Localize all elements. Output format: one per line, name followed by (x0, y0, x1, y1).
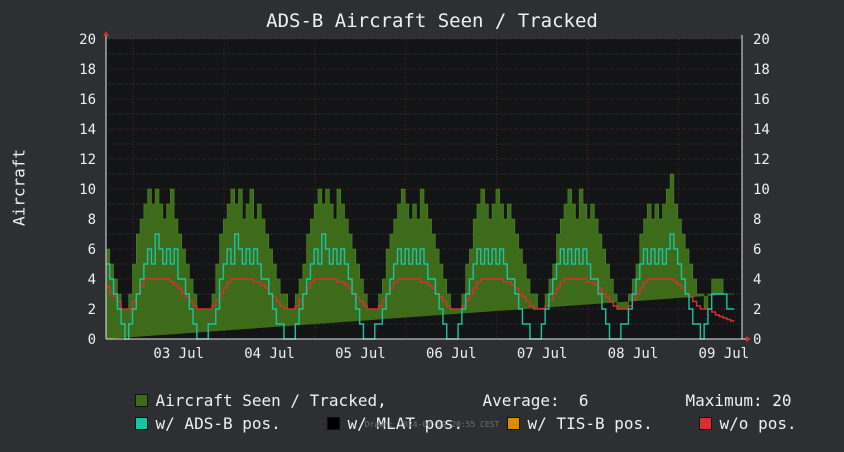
y-tick-left-18: 18 (79, 62, 96, 78)
legend-label-tisb: w/ TIS-B pos. (527, 414, 653, 433)
y-tick-left-4: 4 (88, 272, 96, 288)
y-tick-right-12: 12 (753, 152, 770, 168)
legend-tisb: w/ TIS-B pos. (468, 395, 653, 452)
legend-maximum: Maximum: 20 (647, 372, 792, 429)
legend-swatch-tisb (506, 417, 520, 430)
y-tick-right-20: 20 (753, 32, 770, 48)
y-tick-right-4: 4 (753, 272, 761, 288)
legend-swatch-mlat (326, 417, 340, 430)
y-tick-right-6: 6 (753, 242, 761, 258)
maximum-label: Maximum: (685, 391, 763, 410)
legend-label-adsb: w/ ADS-B pos. (155, 414, 281, 433)
y-ticks-right: 0 2 4 6 8 10 12 14 16 18 20 (753, 32, 770, 348)
legend-label-nopos: w/o pos. (719, 414, 797, 433)
series-lines (106, 233, 735, 340)
legend-mlat: w/ MLAT pos. (288, 395, 463, 452)
y-tick-left-20: 20 (79, 32, 96, 48)
y-tick-right-14: 14 (753, 122, 770, 138)
legend-adsb: w/ ADS-B pos. (96, 395, 281, 452)
y-tick-left-8: 8 (88, 212, 96, 228)
line-w-ads-b-pos- (106, 233, 735, 340)
y-tick-right-8: 8 (753, 212, 761, 228)
legend-swatch-nopos (698, 417, 712, 430)
x-tick-09-jul: 09 Jul (699, 346, 750, 362)
y-tick-right-10: 10 (753, 182, 770, 198)
y-tick-left-6: 6 (88, 242, 96, 258)
x-ticks: 03 Jul 04 Jul 05 Jul 06 Jul 07 Jul 08 Jul 09 J… (153, 346, 749, 362)
axes (103, 31, 751, 342)
y-tick-left-16: 16 (79, 92, 96, 108)
y-tick-left-14: 14 (79, 122, 96, 138)
maximum-value: 20 (772, 391, 792, 410)
x-tick-08-jul: 08 Jul (608, 346, 659, 362)
y-tick-left-10: 10 (79, 182, 96, 198)
chart-root: ADS-B Aircraft Seen / Tracked Aircraft 0… (10, 10, 797, 433)
average-value: 6 (578, 391, 589, 410)
average-label: Average: (482, 391, 560, 410)
y-tick-left-0: 0 (88, 332, 96, 348)
x-tick-07-jul: 07 Jul (517, 346, 568, 362)
legend-average: Average: 6 (444, 372, 589, 429)
x-tick-06-jul: 06 Jul (426, 346, 477, 362)
chart-title: ADS-B Aircraft Seen / Tracked (266, 10, 598, 32)
legend-label-mlat: w/ MLAT pos. (347, 414, 464, 433)
x-tick-04-jul: 04 Jul (244, 346, 295, 362)
y-tick-left-2: 2 (88, 302, 96, 318)
drawn-timestamp: Drawn: 2024-07-09 20:55 CEST (364, 420, 500, 429)
y-tick-left-12: 12 (79, 152, 96, 168)
legend-swatch-seen (134, 394, 148, 407)
y-tick-right-18: 18 (753, 62, 770, 78)
y-tick-right-16: 16 (753, 92, 770, 108)
x-tick-05-jul: 05 Jul (335, 346, 386, 362)
legend-label-seen: Aircraft Seen / Tracked, (155, 391, 387, 410)
legend-nopos: w/o pos. (660, 395, 797, 452)
legend-row-1: Aircraft Seen / Tracked, (96, 372, 387, 429)
y-ticks-left: 0 2 4 6 8 10 12 14 16 18 20 (79, 32, 96, 348)
y-axis-arrow (103, 31, 109, 36)
legend-swatch-adsb (134, 417, 148, 430)
y-tick-right-0: 0 (753, 332, 761, 348)
x-tick-03-jul: 03 Jul (153, 346, 204, 362)
chart-canvas: 0 2 4 6 8 10 12 14 16 18 20 0 2 4 6 8 10 12 14 16 18 20 03 J… (79, 31, 770, 362)
y-tick-right-2: 2 (753, 302, 761, 318)
x-axis-arrow (746, 336, 751, 342)
